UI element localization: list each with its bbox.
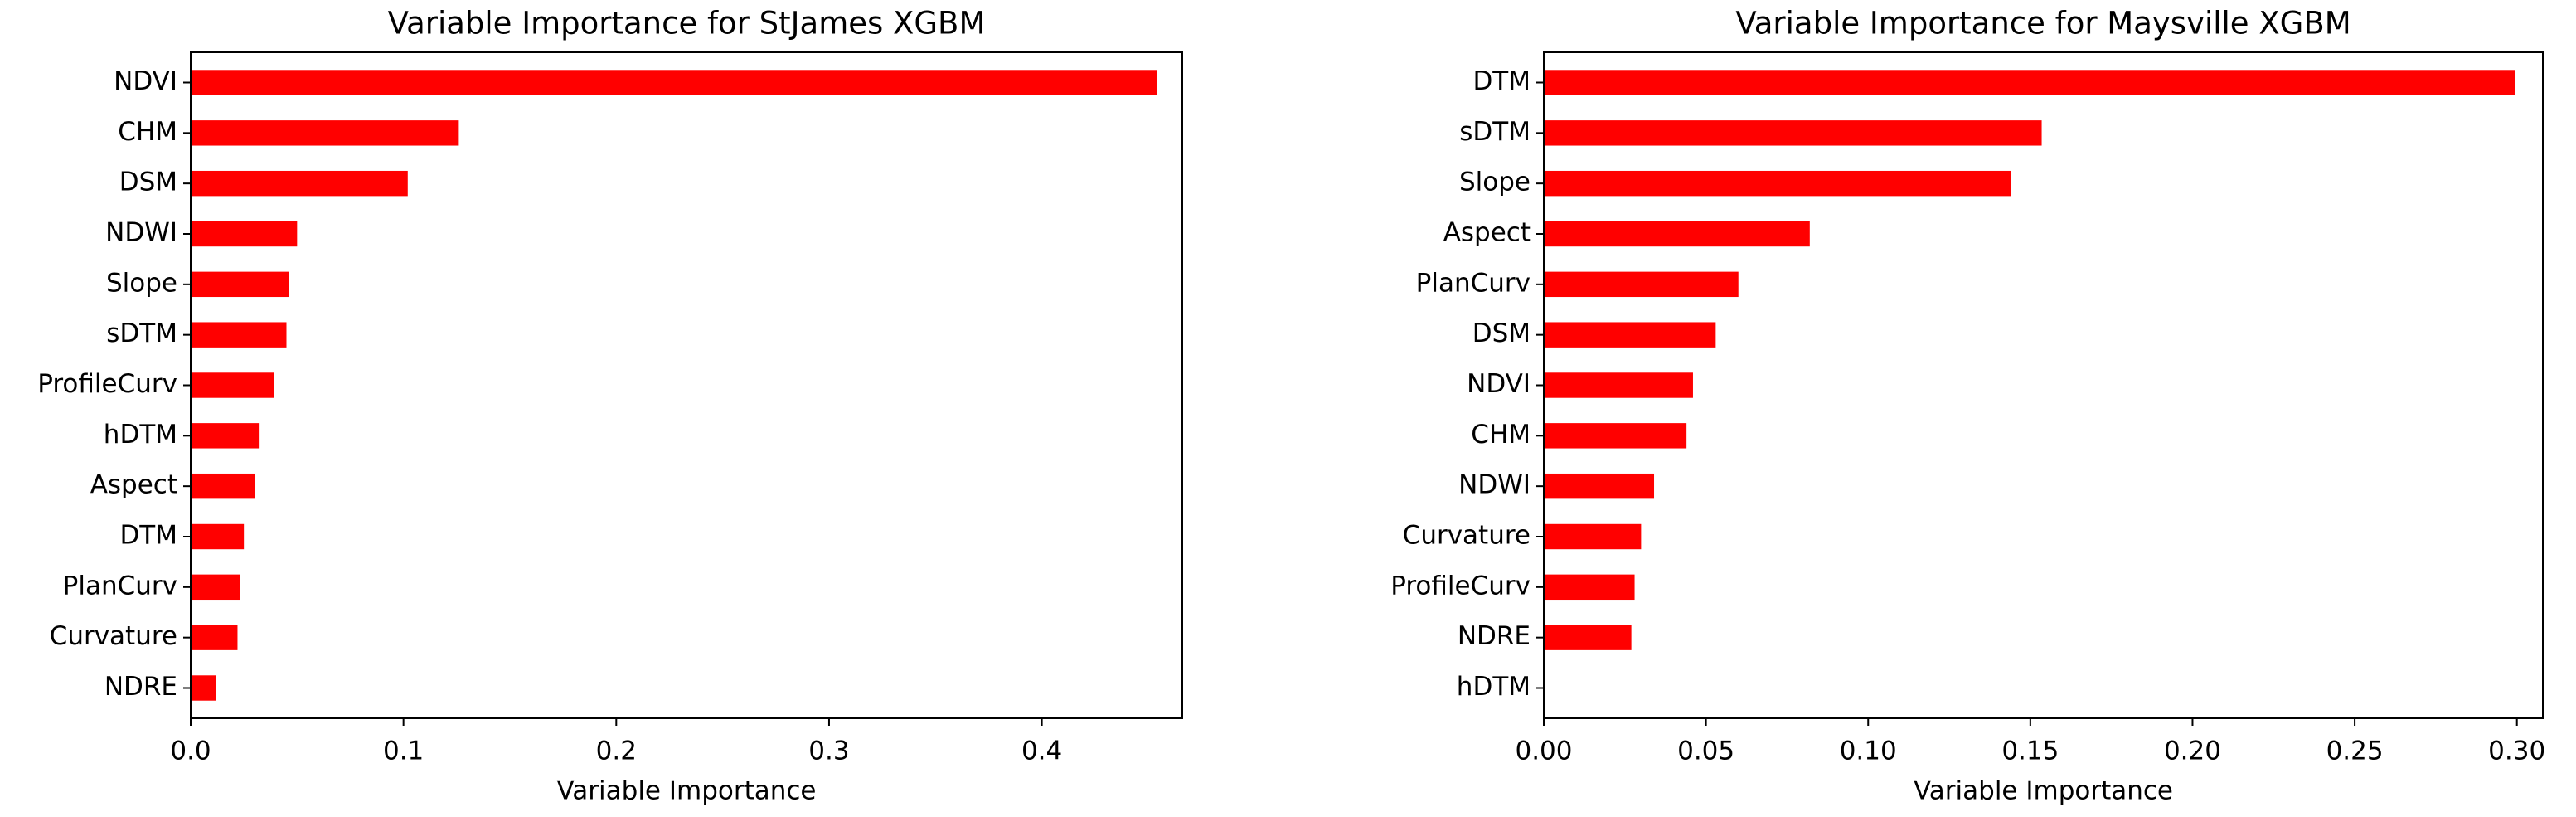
bar	[1544, 70, 2515, 95]
bar	[191, 372, 274, 398]
x-tick-label: 0.1	[383, 737, 424, 766]
y-tick-label: Slope	[1459, 168, 1531, 197]
bar	[191, 120, 459, 146]
y-tick-label: Curvature	[50, 621, 177, 651]
x-tick-label: 0.00	[1515, 737, 1572, 766]
bar	[191, 170, 408, 197]
bar	[191, 675, 216, 701]
bar	[191, 625, 238, 650]
y-tick-label: hDTM	[104, 420, 177, 450]
bar	[1544, 372, 1693, 398]
bar	[1544, 423, 1687, 449]
x-tick-label: 0.4	[1021, 737, 1062, 766]
y-tick-label: sDTM	[1459, 117, 1531, 147]
x-axis-label: Variable Importance	[556, 776, 816, 806]
axes-frame	[1543, 51, 2544, 719]
chart-title: Variable Importance for Maysville XGBM	[1735, 6, 2350, 41]
x-tick-label: 0.3	[808, 737, 849, 766]
bar	[191, 523, 245, 550]
x-tick-label: 0.30	[2488, 737, 2545, 766]
x-tick-label: 0.10	[1840, 737, 1897, 766]
bar	[191, 473, 255, 499]
y-tick-label: CHM	[118, 117, 177, 147]
bar	[191, 574, 240, 601]
y-tick-label: NDVI	[114, 66, 177, 96]
chart-title: Variable Importance for StJames XGBM	[388, 6, 986, 41]
bar	[1544, 625, 1632, 650]
y-tick-label: Aspect	[90, 470, 177, 500]
y-tick-label: CHM	[1471, 420, 1531, 450]
y-tick-label: Slope	[106, 268, 177, 298]
y-tick-label: NDWI	[1458, 470, 1531, 500]
y-tick-label: DTM	[119, 521, 177, 551]
y-tick-label: hDTM	[1457, 672, 1531, 702]
bar	[191, 423, 260, 449]
x-tick-label: 0.15	[2001, 737, 2059, 766]
y-tick-label: PlanCurv	[63, 571, 177, 601]
x-tick-label: 0.0	[170, 737, 211, 766]
x-axis-label: Variable Importance	[1914, 776, 2173, 806]
bar	[1544, 170, 2011, 197]
y-tick-label: NDVI	[1467, 369, 1531, 399]
axes-frame	[190, 51, 1183, 719]
bar	[1544, 574, 1635, 601]
bar	[1544, 271, 1739, 298]
y-tick-label: Curvature	[1403, 521, 1531, 551]
bar	[1544, 221, 1810, 247]
y-tick-label: DSM	[119, 168, 177, 197]
y-tick-label: sDTM	[106, 319, 177, 348]
y-tick-label: ProfileCurv	[1390, 571, 1531, 601]
bar	[1544, 473, 1655, 499]
y-tick-label: NDRE	[1458, 621, 1531, 651]
y-tick-label: DSM	[1472, 319, 1531, 348]
x-tick-label: 0.25	[2326, 737, 2384, 766]
bar	[191, 70, 1157, 95]
x-tick-label: 0.05	[1677, 737, 1734, 766]
x-tick-label: 0.2	[596, 737, 637, 766]
y-tick-label: Aspect	[1443, 218, 1531, 248]
x-tick-label: 0.20	[2164, 737, 2221, 766]
bar	[1544, 120, 2042, 146]
y-tick-label: NDWI	[105, 218, 177, 248]
y-tick-label: ProfileCurv	[37, 369, 177, 399]
bar	[191, 271, 289, 298]
y-tick-label: DTM	[1472, 66, 1531, 96]
y-tick-label: NDRE	[104, 672, 177, 702]
bar	[1544, 523, 1642, 550]
y-tick-label: PlanCurv	[1416, 268, 1531, 298]
bar	[1544, 322, 1716, 348]
bar	[191, 221, 298, 247]
bar	[191, 322, 287, 348]
